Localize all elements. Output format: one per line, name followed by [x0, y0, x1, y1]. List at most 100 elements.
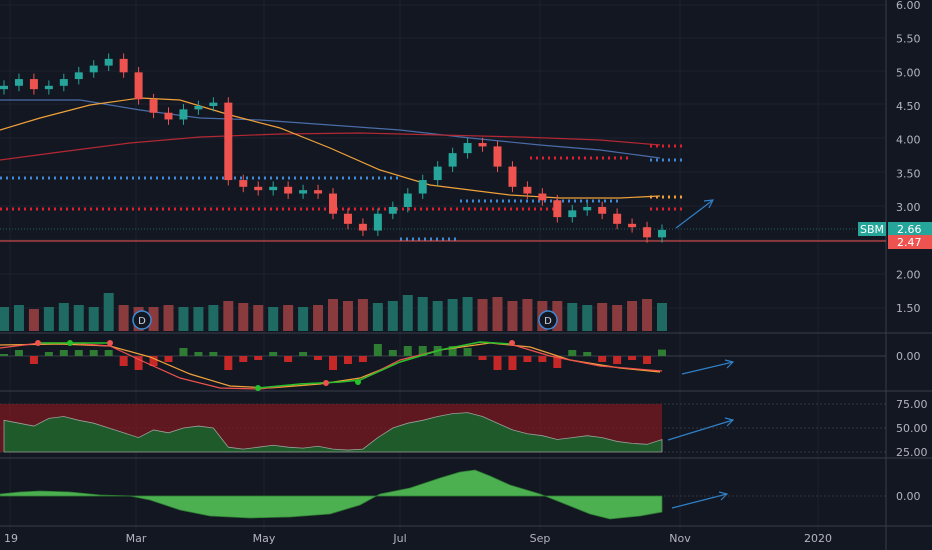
candle[interactable]: [388, 201, 397, 220]
time-label: 2020: [804, 532, 832, 545]
support-price-label: 2.47: [897, 236, 922, 249]
volume-bar: [432, 301, 443, 331]
candle[interactable]: [134, 66, 143, 105]
rsi-axis-label-25: 25.00: [896, 446, 928, 459]
macd-histogram-bar: [134, 356, 143, 370]
candle[interactable]: [179, 103, 188, 125]
candle[interactable]: [209, 97, 218, 112]
candle[interactable]: [508, 161, 517, 193]
rsi-axis-label-50: 50.00: [896, 422, 928, 435]
volume-bar: [253, 305, 264, 331]
volume-bar: [477, 299, 488, 331]
candle[interactable]: [343, 208, 352, 230]
candle[interactable]: [583, 201, 592, 216]
candle[interactable]: [538, 188, 547, 206]
macd-histogram-bar: [284, 356, 293, 362]
volume-bar: [387, 301, 398, 331]
volume-bar: [552, 301, 563, 331]
candle[interactable]: [194, 100, 203, 115]
candle[interactable]: [463, 137, 472, 159]
macd-histogram-bar: [583, 352, 592, 356]
candle[interactable]: [433, 161, 442, 186]
candle[interactable]: [553, 194, 562, 223]
candle[interactable]: [658, 224, 666, 243]
dividend-marker[interactable]: D: [538, 310, 558, 330]
candle[interactable]: [119, 53, 128, 78]
projection-arrow-momentum: [671, 491, 729, 509]
ma-blue-line: [0, 99, 661, 159]
candle[interactable]: [254, 181, 263, 196]
candle[interactable]: [284, 181, 293, 199]
candle[interactable]: [59, 73, 68, 92]
last-price-label: 2.66: [897, 223, 922, 236]
candle[interactable]: [373, 208, 382, 236]
candle[interactable]: [149, 93, 158, 119]
volume-bar: [402, 295, 413, 331]
time-axis[interactable]: 19 Mar May Jul Sep Nov 2020: [4, 532, 832, 545]
macd-histogram-bar: [239, 356, 248, 362]
projection-arrow-price: [675, 199, 715, 229]
macd-histogram-bar: [343, 356, 352, 364]
candle[interactable]: [568, 204, 577, 223]
price-axis-label: 4.50: [896, 100, 921, 113]
macd-histogram-bar: [613, 356, 622, 364]
volume-bar: [447, 299, 458, 331]
volume-bar: [357, 299, 368, 331]
candle[interactable]: [418, 174, 427, 199]
candle[interactable]: [403, 188, 412, 213]
candle[interactable]: [299, 184, 308, 199]
candle[interactable]: [628, 218, 637, 233]
volume-bar: [163, 305, 174, 331]
candle[interactable]: [493, 141, 502, 172]
candle[interactable]: [613, 208, 622, 230]
volume-bar: [627, 301, 638, 331]
candle[interactable]: [104, 53, 113, 71]
candle[interactable]: [14, 73, 23, 92]
candle[interactable]: [74, 66, 83, 85]
macd-histogram-bar: [119, 356, 128, 366]
candle[interactable]: [643, 221, 652, 243]
macd-histogram-bar: [209, 352, 218, 356]
volume-bar: [283, 305, 294, 331]
candle[interactable]: [358, 218, 367, 236]
volume-bar: [193, 307, 204, 331]
volume-bar: [462, 297, 473, 331]
candle[interactable]: [89, 60, 98, 78]
volume-bar: [313, 305, 324, 331]
time-label: 19: [4, 532, 18, 545]
volume-bar: [43, 307, 54, 331]
macd-histogram-bar: [149, 356, 158, 366]
dividend-marker[interactable]: D: [132, 310, 152, 330]
candle[interactable]: [269, 181, 278, 196]
volume-bar: [178, 307, 189, 331]
macd-histogram-bar: [538, 356, 547, 362]
volume-bar: [642, 299, 653, 331]
candle[interactable]: [224, 97, 233, 186]
candle[interactable]: [29, 73, 38, 95]
price-axis-label: 1.50: [896, 302, 921, 315]
candle[interactable]: [523, 181, 532, 199]
candle[interactable]: [314, 184, 323, 199]
pane-separators[interactable]: [0, 332, 932, 527]
candles[interactable]: [0, 53, 666, 243]
price-axis-label: 5.00: [896, 66, 921, 79]
time-label: Sep: [530, 532, 551, 545]
candle[interactable]: [0, 80, 8, 95]
candle[interactable]: [448, 147, 457, 172]
candle[interactable]: [239, 174, 248, 193]
rsi-area: [3, 412, 663, 453]
macd-histogram-bar: [0, 354, 8, 356]
candle[interactable]: [478, 137, 487, 152]
candle[interactable]: [598, 201, 607, 220]
candle[interactable]: [164, 107, 173, 125]
candle[interactable]: [329, 188, 337, 220]
volume-bar: [148, 307, 159, 331]
volume-bar: [657, 303, 667, 331]
volume-bar: [492, 297, 503, 331]
candle[interactable]: [44, 80, 53, 95]
macd-histogram-bar: [329, 356, 337, 370]
volume-bars: [0, 293, 667, 331]
macd-histogram-bar: [89, 350, 98, 356]
volume-bar: [328, 299, 338, 331]
